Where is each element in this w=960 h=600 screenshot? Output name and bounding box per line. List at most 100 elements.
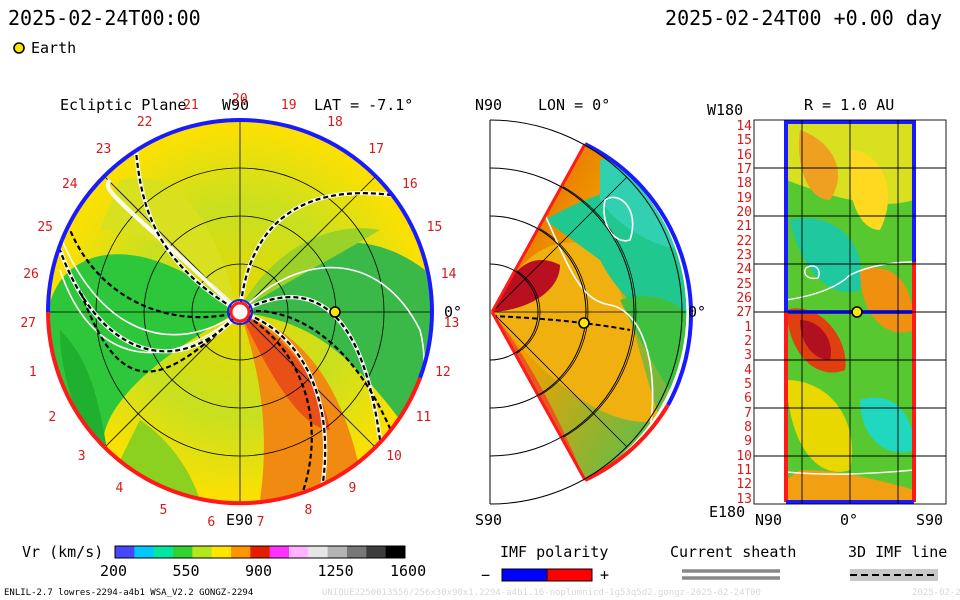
imf-polarity-label: IMF polarity [500,543,609,561]
run-watermark: UNIQUE2250013556/256x30x90x1.2294-a4b1.1… [322,588,761,598]
ecliptic-tick-label: 20 [232,92,248,107]
ecliptic-e90: E90 [226,511,254,529]
radial-tick-label: 2 [744,333,752,349]
ecliptic-tick-label: 22 [136,114,153,130]
radial-tick-label: 19 [736,190,752,206]
ecliptic-tick-label: 23 [95,141,112,157]
radial-tick-label: 4 [744,362,752,378]
radial-tick-label: 20 [736,204,752,220]
colorbar-tick: 1250 [317,562,354,580]
ecliptic-tick-label: 27 [20,316,36,332]
radial-tick-label: 13 [736,491,752,507]
radial-w180: W180 [707,101,744,119]
radial-s90: S90 [916,511,944,529]
radial-tick-label: 3 [744,348,752,364]
colorbar-segment [269,546,290,558]
radial-panel [753,119,947,505]
colorbar-segment [173,546,193,558]
radial-tick-label: 23 [736,247,752,263]
ecliptic-w90: W90 [222,96,250,114]
colorbar-segment [327,546,348,558]
ecliptic-tick-label: 16 [402,177,418,193]
ecliptic-tick-label: 12 [435,364,451,380]
run-info: ENLIL-2.7 lowres-2294-a4b1 WSA_V2.2 GONG… [4,588,254,598]
radial-tick-label: 21 [736,219,752,235]
ecliptic-tick-label: 9 [348,481,357,497]
radial-tick-label: 15 [736,133,752,149]
radial-r-label: R = 1.0 AU [804,96,895,114]
colorbar-segment [153,546,174,558]
colorbar-tick: 200 [100,562,128,580]
ecliptic-tick-label: 8 [304,503,313,519]
radial-tick-label: 12 [736,477,752,493]
radial-tick-label: 1 [744,319,752,335]
imf-line-label: 3D IMF line [848,543,948,561]
ecliptic-lat-label: LAT = -7.1° [314,96,414,114]
radial-tick-label: 8 [744,419,752,435]
vr-colorbar [115,546,406,558]
ecliptic-tick-label: 6 [207,514,216,530]
ecliptic-tick-label: 11 [415,410,432,425]
ecliptic-tick-label: 3 [77,449,86,465]
radial-tick-label: 6 [744,391,752,407]
current-sheath-sample [682,569,780,580]
meridional-zero: 0° [688,303,707,321]
colorbar-label: Vr (km/s) [22,543,104,561]
radial-tick-label: 11 [736,462,752,478]
radial-tick-label: 10 [736,448,752,464]
imf-polarity-bar [501,568,593,582]
earth-legend-symbol [13,42,25,54]
ecliptic-tick-label: 13 [443,316,460,332]
ecliptic-tick-label: 24 [61,177,78,193]
colorbar-segment [115,546,135,558]
earth-marker-ecliptic [329,306,341,318]
ecliptic-title: Ecliptic Plane [60,96,187,114]
colorbar-segment [250,546,271,558]
radial-tick-label: 26 [736,290,752,306]
imf-plus-label: + [600,566,610,584]
colorbar-segment [385,546,406,558]
ecliptic-tick-label: 18 [327,114,343,130]
ecliptic-tick-label: 10 [386,449,402,465]
ecliptic-tick-label: 4 [115,481,124,497]
colorbar-tick: 1600 [390,562,427,580]
colorbar-segment [347,546,367,558]
ecliptic-tick-label: 2 [48,410,57,425]
colorbar-segment [231,546,251,558]
radial-e180: E180 [709,503,746,521]
colorbar-segment [134,546,155,558]
earth-marker-meridional [578,317,590,329]
radial-tick-label: 27 [736,305,752,321]
ecliptic-tick-label: 1 [28,364,37,380]
earth-marker-radial [851,306,863,318]
colorbar-tick: 550 [172,562,200,580]
radial-n90: N90 [755,511,783,529]
ecliptic-tick-label: 5 [159,503,168,519]
ecliptic-tick-label: 19 [280,97,297,113]
radial-tick-label: 16 [736,147,752,163]
earth-legend-label: Earth [31,39,77,57]
ecliptic-panel [46,118,435,506]
radial-tick-label: 17 [736,161,752,177]
meridional-n90: N90 [475,96,503,114]
ecliptic-tick-label: 26 [23,267,39,283]
radial-tick-label: 25 [736,276,752,292]
current-sheath-label: Current sheath [670,543,797,561]
ecliptic-zero: 0° [444,303,463,321]
ecliptic-tick-label: 7 [256,514,265,530]
colorbar-segment [308,546,329,558]
imf-line-sample [850,569,938,581]
colorbar-segment [366,546,387,558]
colorbar-tick: 900 [245,562,273,580]
meridional-s90: S90 [475,511,503,529]
radial-tick-label: 24 [736,262,752,278]
ecliptic-tick-label: 15 [426,220,443,236]
radial-tick-label: 14 [736,119,752,134]
ecliptic-tick-label: 21 [183,97,199,113]
ecliptic-tick-label: 14 [440,267,457,283]
left-timestamp: 2025-02-24T00:00 [8,6,201,30]
colorbar-segment [192,546,213,558]
radial-tick-label: 22 [736,233,752,249]
radial-tick-label: 9 [744,434,752,450]
